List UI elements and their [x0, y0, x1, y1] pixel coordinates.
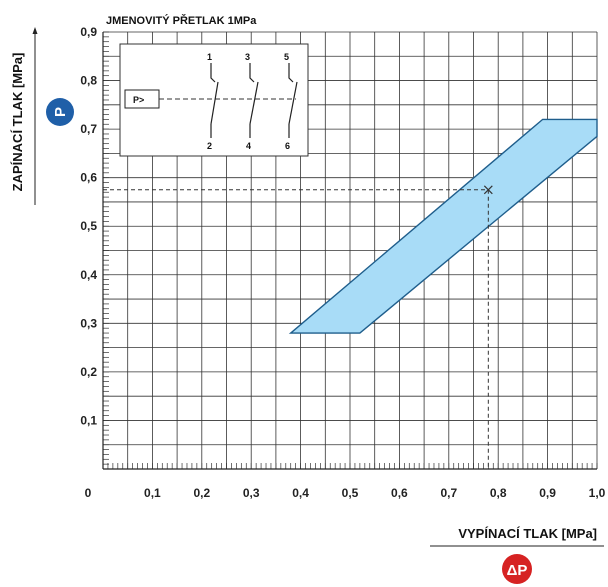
y-tick-label: 0,5	[80, 219, 97, 233]
y-tick-label: 0,6	[80, 171, 97, 185]
region-layer	[288, 118, 598, 334]
x-tick-label: 0,5	[342, 486, 359, 500]
y-tick-label: 0,1	[80, 413, 97, 427]
pressure-difference-badge-icon	[502, 554, 532, 584]
contact-line	[249, 63, 255, 83]
y-tick-label: 0,2	[80, 365, 97, 379]
contact-1-2: 1 2	[207, 52, 219, 151]
contact-blade	[288, 81, 298, 125]
contact-line	[288, 63, 294, 83]
y-tick-label: 0,9	[80, 25, 97, 39]
pressure-difference-badge-symbol: ΔP	[507, 562, 528, 579]
contact-terminal-top: 3	[245, 52, 250, 62]
y-axis-arrow-icon	[32, 27, 38, 34]
x-tick-label: 0,4	[292, 486, 309, 500]
contact-blade	[210, 81, 219, 125]
x-tick-label: 0,8	[490, 486, 507, 500]
contact-terminal-top: 5	[284, 52, 289, 62]
contact-3-4: 3 4	[245, 52, 259, 151]
y-tick-label: 0,7	[80, 122, 97, 136]
y-axis-title: ZAPÍNACÍ TLAK [MPa]	[10, 53, 25, 192]
contact-terminal-bottom: 4	[246, 141, 251, 151]
minor-ticks	[102, 31, 598, 470]
x-tick-label: 0,6	[391, 486, 408, 500]
x-tick-label: 0,2	[193, 486, 210, 500]
x-tick-labels: 0 0,1 0,2 0,3 0,4 0,5 0,6 0,7 0,8 0,9 1,0	[85, 486, 606, 500]
contact-terminal-bottom: 2	[207, 141, 212, 151]
pressure-badge-symbol: P	[52, 107, 69, 117]
pressure-sensor-label: P>	[133, 95, 144, 105]
x-tick-label: 0,1	[144, 486, 161, 500]
x-tick-label: 0,9	[539, 486, 556, 500]
pressure-badge-icon	[46, 98, 74, 126]
y-tick-label: 0,8	[80, 74, 97, 88]
y-tick-label: 0,3	[80, 316, 97, 330]
contact-terminal-bottom: 6	[285, 141, 290, 151]
operating-region	[288, 118, 598, 334]
contact-5-6: 5 6	[284, 52, 298, 151]
chart-title: JMENOVITÝ PŘETLAK 1MPa	[106, 14, 257, 27]
guide-layer	[103, 185, 493, 469]
y-tick-labels: 0,1 0,2 0,3 0,4 0,5 0,6 0,7 0,8 0,9	[80, 25, 97, 427]
x-tick-label: 0,3	[243, 486, 260, 500]
x-axis-title: VYPÍNACÍ TLAK [MPa]	[458, 526, 597, 541]
y-tick-label: 0,4	[80, 268, 97, 282]
example-point-marker	[483, 185, 493, 195]
x-tick-label: 0	[85, 486, 92, 500]
x-tick-label: 0,7	[440, 486, 457, 500]
contact-terminal-top: 1	[207, 52, 212, 62]
contact-blade	[249, 81, 259, 125]
switch-diagram-inset: P> 1 2 3 4 5 6	[119, 43, 309, 157]
x-tick-label: 1,0	[589, 486, 606, 500]
contact-line	[210, 63, 216, 83]
